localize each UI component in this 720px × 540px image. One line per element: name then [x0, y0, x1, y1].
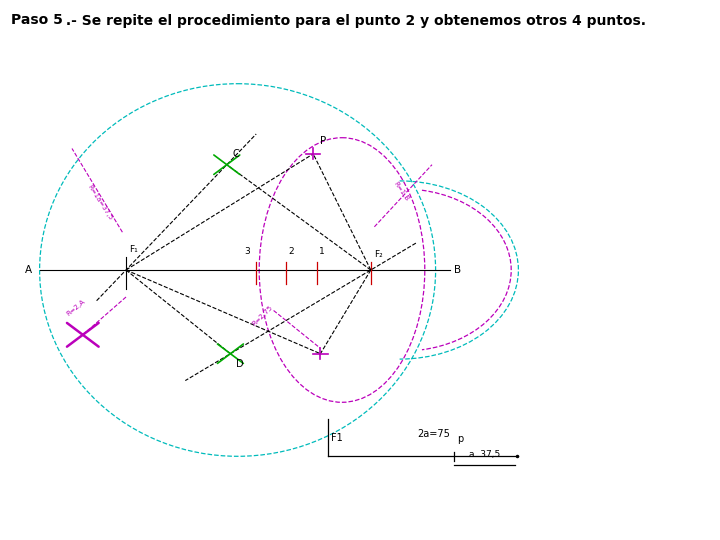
Text: R=1a=37,5: R=1a=37,5 [86, 184, 114, 221]
Text: Paso 5: Paso 5 [11, 14, 63, 28]
Text: a  37,5: a 37,5 [469, 450, 500, 459]
Text: R=2,A: R=2,A [66, 299, 86, 317]
Text: F1: F1 [331, 433, 343, 443]
Text: P: P [320, 136, 327, 146]
Text: R=2,75: R=2,75 [251, 305, 274, 327]
Text: 3: 3 [244, 247, 250, 256]
Text: 2: 2 [288, 247, 294, 256]
Text: .- Se repite el procedimiento para el punto 2 y obtenemos otros 4 puntos.: .- Se repite el procedimiento para el pu… [61, 14, 647, 28]
Text: D: D [236, 359, 244, 369]
Text: 2a=75: 2a=75 [418, 429, 450, 440]
Text: F₂: F₂ [374, 250, 383, 259]
Text: 1: 1 [319, 247, 325, 256]
Text: p: p [457, 434, 464, 444]
Text: A: A [25, 265, 32, 275]
Text: C: C [233, 149, 239, 159]
Text: B: B [454, 265, 461, 275]
Text: R=1,B: R=1,B [392, 181, 410, 202]
Text: F₁: F₁ [130, 245, 138, 254]
